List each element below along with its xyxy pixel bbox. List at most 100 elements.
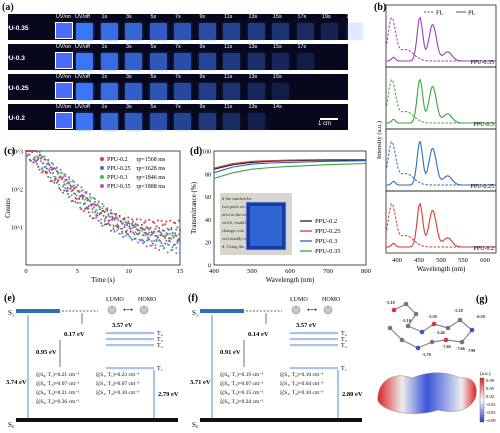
time-label: 14s [273,104,282,110]
data-point [53,181,56,184]
bond [421,323,435,333]
triplet-level [290,344,338,347]
atom [457,317,463,323]
data-point [91,211,94,214]
inset-glow-core [250,206,282,246]
data-point [90,204,93,207]
data-point [36,163,39,165]
afterglow-cell [125,53,142,70]
data-point [158,249,161,251]
strip-ppu-03: UV/on UV/off 1s 3s 5s 7s 9s 11s 13s 15s 17s PPU-0.3 [0,44,348,70]
data-point [129,227,132,230]
data-point [153,221,156,224]
data-point [171,234,174,237]
time-label: 15s [273,44,282,50]
data-point [49,172,52,175]
inset-text-line: area in the inn [222,212,249,217]
afterglow-cell [149,113,167,130]
time-label: 11s [224,14,233,20]
inset-text-line: ved it, enablin [222,220,249,226]
data-point [179,228,181,231]
data-point [137,224,140,227]
colorbar-tick: -0.05 [486,410,496,415]
data-point [42,162,45,165]
data-point [166,251,169,254]
data-point [158,230,161,232]
data-point [151,242,154,245]
data-point [164,223,167,226]
data-point [108,224,111,227]
data-point [28,153,31,156]
afterglow-cell [100,83,118,100]
afterglow-cell [174,83,191,100]
s0-level [16,418,178,422]
y-tick-label: 80 [205,172,211,178]
s1-level [200,309,244,313]
charge-label: -7.66 [456,346,465,351]
data-point [71,189,74,192]
time-label: 3s [126,104,132,110]
x-tick-label: 500 [247,268,257,275]
data-point [175,235,178,237]
data-point [32,161,35,164]
data-point [60,171,63,174]
time-label: 9s [199,104,206,110]
data-point [150,233,153,236]
spectrum-frame [385,66,497,130]
homo-orbital-icon [139,305,149,315]
time-label: 5s [150,44,157,50]
data-point [127,216,130,219]
x-tick-label: 800 [361,268,371,275]
gap2-label: 0.91 eV [220,349,241,356]
data-point [59,168,62,171]
colorbar-tick: 0.09 [486,378,495,383]
data-point [85,190,88,193]
data-point [121,227,124,230]
atom [391,307,397,313]
time-label: 19s [322,14,331,20]
soc-value: ξ(S₁, T₄)=0.10 cm⁻¹ [96,389,140,396]
data-point [165,234,168,237]
data-point [179,252,181,255]
y-tick-label: 20 [205,241,211,247]
time-label: 5s [150,74,157,80]
triplet-label: T₂ [157,343,163,349]
afterglow-cell [272,83,289,100]
afterglow-cell [247,83,265,100]
data-point [131,222,133,225]
data-point [68,178,71,180]
charge-label: -5.10 [402,318,411,323]
data-point [103,223,106,226]
triplet-level [106,344,154,347]
data-point [142,234,144,237]
time-label: 7s [175,104,181,110]
data-point [59,175,62,178]
soc-value: ξ(S₀, T₂)=0.07 cm⁻¹ [36,380,80,387]
data-point [145,232,148,235]
data-point [163,247,165,250]
data-point [150,240,153,243]
data-point [155,225,158,228]
panel-label-g: (g) [476,294,488,305]
data-point [159,245,162,248]
legend-marker [100,184,104,188]
time-label: 17s [297,14,307,20]
time-label: UV/off [75,44,90,50]
data-point [58,183,61,186]
data-point [144,219,147,222]
data-point [106,209,109,212]
data-point [50,161,53,164]
data-point [112,226,115,229]
data-point [69,184,72,187]
data-point [100,218,103,221]
time-label: 21s [346,14,356,20]
data-point [55,181,58,184]
data-point [41,156,43,159]
data-point [60,177,63,180]
data-point [148,238,151,241]
data-point [63,189,66,192]
data-point [179,241,181,244]
data-point [170,228,173,231]
time-label: 1s [101,44,108,50]
data-point [73,181,75,183]
